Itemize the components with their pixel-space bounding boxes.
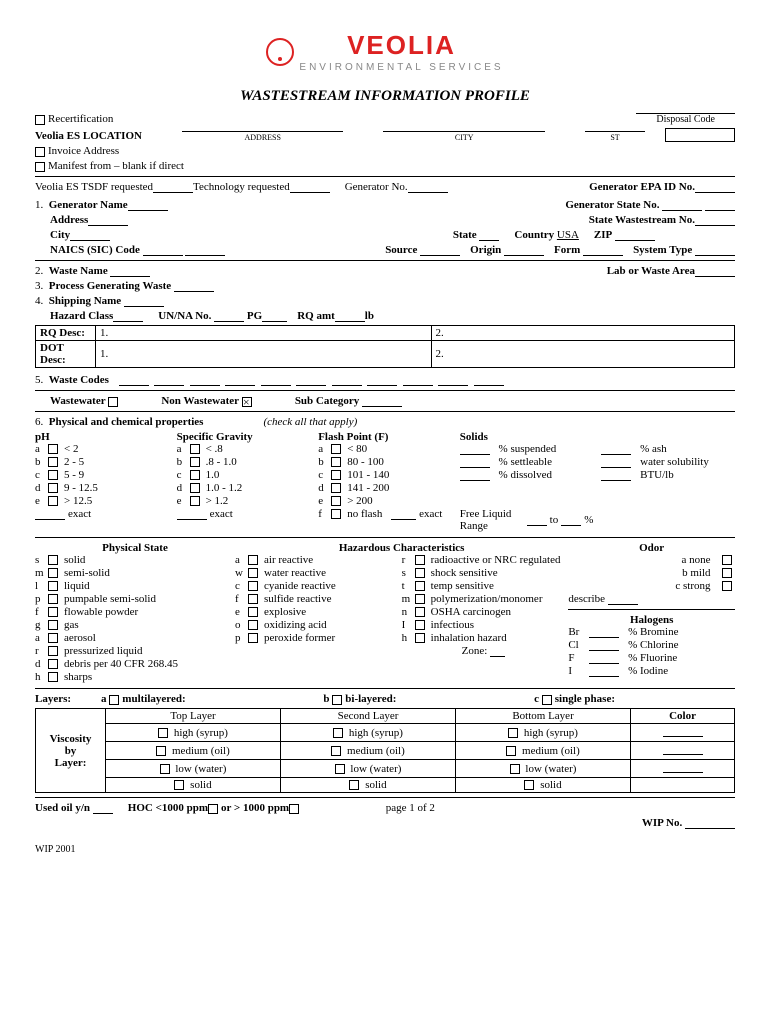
logo: VEOLIAENVIRONMENTAL SERVICES — [35, 30, 735, 73]
phys-haz-section: Physical State ssolidmsemi-solidlliquidp… — [35, 542, 735, 684]
invoice-checkbox[interactable] — [35, 147, 45, 157]
location-label: Veolia ES LOCATION — [35, 130, 142, 142]
manifest-checkbox[interactable] — [35, 162, 45, 172]
code-box[interactable] — [665, 128, 735, 142]
ww-checkbox[interactable] — [108, 397, 118, 407]
desc-table: RQ Desc:1.2. DOT Desc:1.2. — [35, 325, 735, 368]
section-6: pH a< 2 b2 - 5 c5 - 9 d9 - 12.5 e> 12.5 … — [35, 431, 735, 533]
layers-table: ViscositybyLayer: Top LayerSecond LayerB… — [35, 708, 735, 793]
nww-checkbox[interactable] — [242, 397, 252, 407]
page-title: WASTESTREAM INFORMATION PROFILE — [35, 88, 735, 105]
recert-checkbox[interactable] — [35, 115, 45, 125]
